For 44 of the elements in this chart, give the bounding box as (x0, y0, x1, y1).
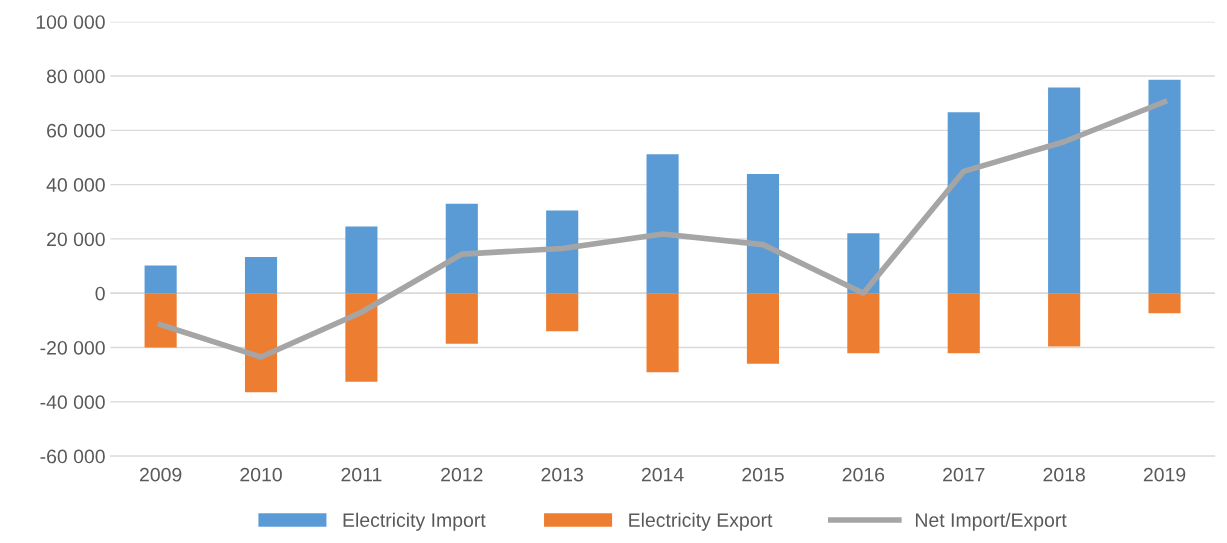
x-tick-label: 2016 (842, 467, 885, 482)
bar (345, 293, 378, 382)
x-tick-label: 2011 (341, 467, 382, 482)
bar (244, 257, 278, 294)
x-tick-label: 2009 (139, 467, 182, 482)
bar (746, 293, 780, 364)
x-tick-label: 2015 (742, 467, 784, 482)
bar (445, 203, 478, 294)
x-tick-label: 2014 (641, 467, 684, 482)
bar (947, 293, 980, 354)
bar (947, 112, 980, 294)
bar (546, 293, 579, 332)
bar (445, 293, 478, 344)
bar (345, 226, 378, 294)
y-tick-label: 40 000 (46, 178, 105, 192)
bar (1048, 87, 1081, 294)
bar (1148, 79, 1181, 294)
x-tick-label: 2019 (1143, 467, 1186, 482)
y-tick-label: 0 (95, 286, 105, 301)
y-tick-label: -20 000 (40, 340, 105, 355)
y-tick-label: -60 000 (40, 449, 105, 464)
y-tick-label: 20 000 (47, 232, 105, 247)
x-tick-label: 2013 (541, 467, 583, 482)
bar (847, 293, 880, 354)
x-tick-label: 2018 (1043, 467, 1085, 482)
x-tick-label: 2012 (441, 467, 483, 482)
bar (1148, 293, 1181, 314)
bar (746, 174, 780, 294)
x-tick-label: 2010 (240, 467, 282, 482)
bar (646, 154, 679, 294)
y-tick-label: 60 000 (47, 123, 105, 138)
y-tick-label: 80 000 (46, 69, 105, 84)
bar (546, 210, 579, 294)
legend-label: Electricity Import (343, 512, 486, 531)
bar (646, 293, 679, 373)
bar (1048, 293, 1081, 347)
y-tick-label: 100 000 (36, 15, 105, 29)
legend-label: Net Import/Export (915, 512, 1067, 531)
x-tick-label: 2017 (943, 467, 985, 482)
bar (144, 265, 177, 294)
legend-label: Electricity Export (629, 512, 773, 531)
y-tick-label: -40 000 (40, 395, 105, 410)
bar (144, 293, 177, 348)
bar (244, 293, 278, 393)
